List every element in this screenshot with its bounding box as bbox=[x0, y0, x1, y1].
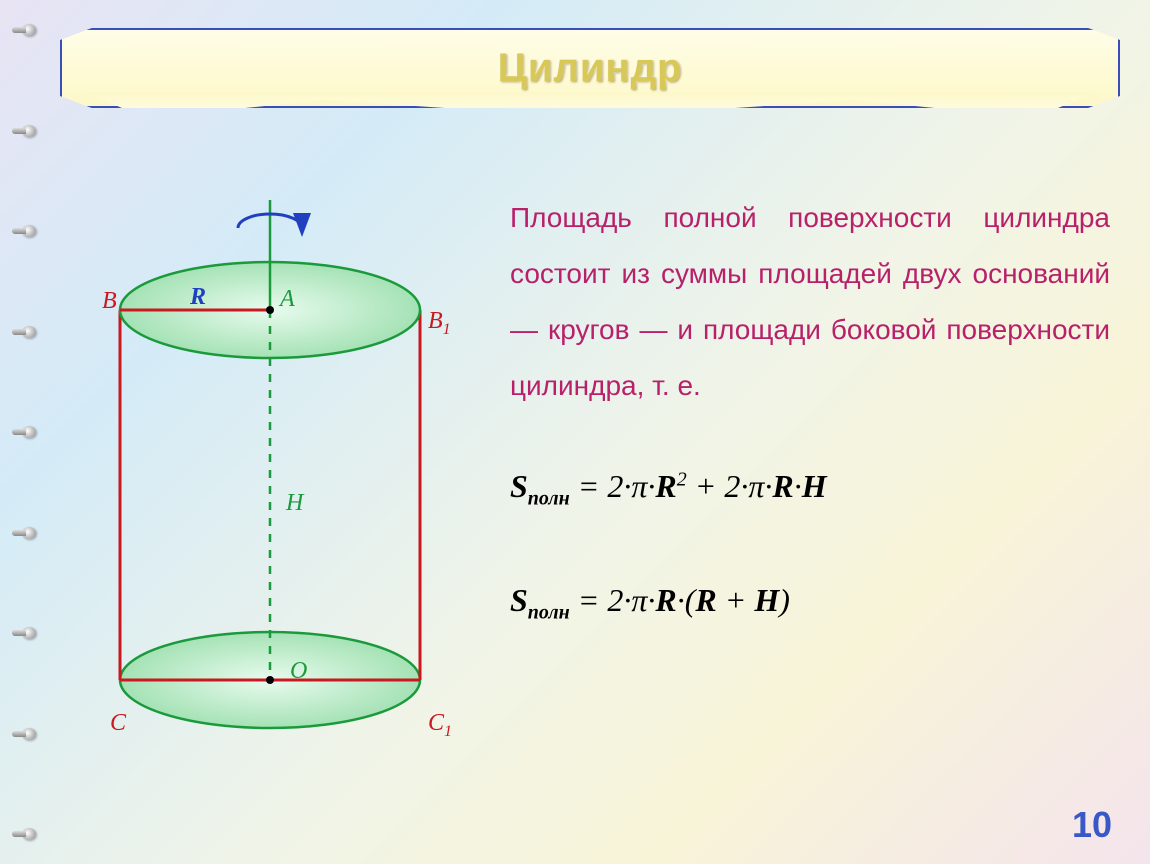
binding-hole bbox=[12, 824, 36, 844]
binding-hole bbox=[12, 20, 36, 40]
label-C: C bbox=[110, 710, 126, 737]
binding-hole bbox=[12, 623, 36, 643]
spiral-binding bbox=[12, 20, 42, 844]
page-title: Цилиндр bbox=[498, 46, 683, 91]
cylinder-diagram: B R A B1 H O C C1 bbox=[80, 190, 460, 750]
label-H: H bbox=[286, 490, 303, 517]
binding-hole bbox=[12, 523, 36, 543]
formula-full-1: Sполн = 2·π·R2 + 2·π·R·H bbox=[510, 454, 1110, 518]
description-block: Площадь полной поверхности цилиндра сост… bbox=[510, 190, 1110, 633]
formula-full-2: Sполн = 2·π·R·(R + H) bbox=[510, 568, 1110, 632]
body-text: Площадь полной поверхности цилиндра сост… bbox=[510, 190, 1110, 414]
label-O: O bbox=[290, 658, 307, 685]
page-number: 10 bbox=[1072, 804, 1112, 846]
title-banner: Цилиндр bbox=[60, 28, 1120, 108]
label-B1: B1 bbox=[428, 308, 451, 339]
binding-hole bbox=[12, 724, 36, 744]
label-C1: C1 bbox=[428, 710, 452, 741]
binding-hole bbox=[12, 422, 36, 442]
label-R: R bbox=[190, 284, 206, 311]
label-B: B bbox=[102, 288, 117, 315]
binding-hole bbox=[12, 221, 36, 241]
binding-hole bbox=[12, 121, 36, 141]
cylinder-svg bbox=[80, 190, 460, 750]
binding-hole bbox=[12, 322, 36, 342]
label-A: A bbox=[280, 286, 295, 313]
